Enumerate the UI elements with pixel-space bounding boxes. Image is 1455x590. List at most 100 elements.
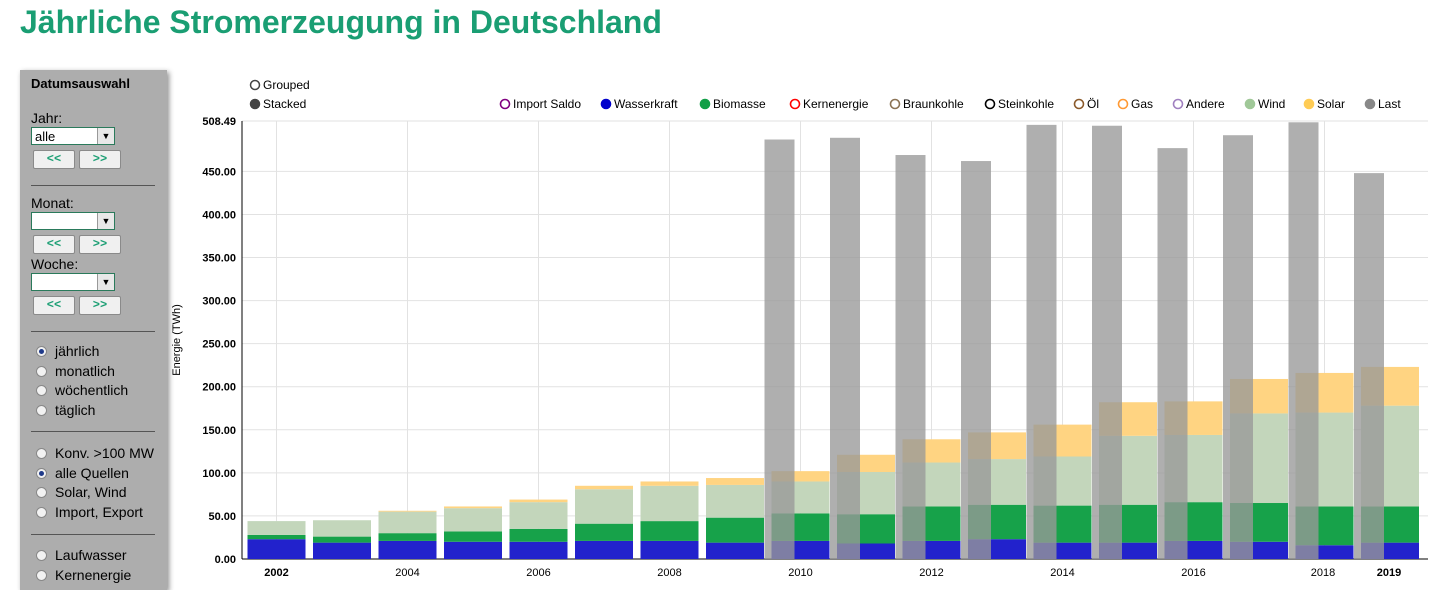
bar-segment-wind[interactable] xyxy=(706,484,764,518)
load-bar[interactable] xyxy=(961,161,991,559)
legend-marker-icon[interactable] xyxy=(889,98,901,110)
bar-segment-biomasse[interactable] xyxy=(575,523,633,541)
bar-segment-wind[interactable] xyxy=(378,511,437,534)
legend-marker-icon[interactable] xyxy=(1244,98,1256,110)
legend-marker-icon[interactable] xyxy=(1117,98,1129,110)
bar-segment-solar[interactable] xyxy=(771,471,830,482)
legend-marker-icon[interactable] xyxy=(1172,98,1184,110)
bar-segment-wind[interactable] xyxy=(247,521,306,535)
radio-yearly[interactable]: jährlich xyxy=(36,342,99,360)
legend-marker-icon[interactable] xyxy=(789,98,801,110)
year-select[interactable]: alle ▼ xyxy=(31,127,115,145)
radio-nuclear[interactable]: Kernenergie xyxy=(36,566,131,584)
week-prev-button[interactable]: << xyxy=(33,296,75,315)
mode-option-stacked[interactable]: Stacked xyxy=(263,97,306,111)
bar-segment-wasserkraft[interactable] xyxy=(706,542,764,559)
radio-monthly[interactable]: monatlich xyxy=(36,362,115,380)
load-bar[interactable] xyxy=(1288,122,1319,559)
mode-radio-icon[interactable] xyxy=(249,98,261,110)
month-select[interactable]: ▼ xyxy=(31,212,115,230)
legend-item-last[interactable]: Last xyxy=(1378,97,1401,111)
bar-segment-wasserkraft[interactable] xyxy=(247,539,306,559)
bar-segment-solar[interactable] xyxy=(706,478,764,485)
load-bar[interactable] xyxy=(764,139,795,559)
bar-segment-biomasse[interactable] xyxy=(313,536,371,543)
bar-segment-wasserkraft[interactable] xyxy=(378,540,437,559)
load-bar[interactable] xyxy=(1026,124,1057,560)
radio-run-of-river[interactable]: Laufwasser xyxy=(36,546,127,564)
bar-segment-solar[interactable] xyxy=(575,485,633,490)
radio-conventional[interactable]: Konv. >100 MW xyxy=(36,444,154,462)
radio-import-export[interactable]: Import, Export xyxy=(36,503,143,521)
dropdown-arrow-icon[interactable]: ▼ xyxy=(97,128,114,144)
month-prev-button[interactable]: << xyxy=(33,235,75,254)
bar-segment-biomasse[interactable] xyxy=(706,517,764,543)
legend-marker-icon[interactable] xyxy=(984,98,996,110)
legend-item-braunkohle[interactable]: Braunkohle xyxy=(903,97,964,111)
legend-item-steinkohle[interactable]: Steinkohle xyxy=(998,97,1054,111)
bar-segment-solar[interactable] xyxy=(378,510,437,512)
month-next-button[interactable]: >> xyxy=(79,235,121,254)
bar-segment-solar[interactable] xyxy=(509,499,568,503)
bar-segment-biomasse[interactable] xyxy=(378,533,437,541)
bar-segment-wasserkraft[interactable] xyxy=(444,541,502,559)
bar-segment-solar[interactable] xyxy=(444,506,502,509)
radio-all-sources[interactable]: alle Quellen xyxy=(36,464,129,482)
mode-option-grouped[interactable]: Grouped xyxy=(263,78,310,92)
legend-marker-icon[interactable] xyxy=(699,98,711,110)
load-bar[interactable] xyxy=(895,155,926,559)
legend-item-l[interactable]: Öl xyxy=(1087,97,1099,111)
year-prev-button[interactable]: << xyxy=(33,150,75,169)
radio-weekly[interactable]: wöchentlich xyxy=(36,381,128,399)
radio-button-icon[interactable] xyxy=(36,346,47,357)
bar-segment-biomasse[interactable] xyxy=(509,528,568,542)
bar-segment-wind[interactable] xyxy=(509,502,568,529)
legend-item-wind[interactable]: Wind xyxy=(1258,97,1285,111)
bar-segment-wind[interactable] xyxy=(313,520,371,537)
bar-segment-biomasse[interactable] xyxy=(247,534,306,540)
bar-segment-wasserkraft[interactable] xyxy=(575,540,633,559)
legend-item-kernenergie[interactable]: Kernenergie xyxy=(803,97,869,111)
year-next-button[interactable]: >> xyxy=(79,150,121,169)
bar-segment-wasserkraft[interactable] xyxy=(509,541,568,559)
bar-segment-solar[interactable] xyxy=(640,481,699,486)
week-select[interactable]: ▼ xyxy=(31,273,115,291)
legend-marker-icon[interactable] xyxy=(1073,98,1085,110)
radio-button-icon[interactable] xyxy=(36,405,47,416)
radio-button-icon[interactable] xyxy=(36,507,47,518)
bar-segment-biomasse[interactable] xyxy=(640,521,699,541)
radio-solar-wind[interactable]: Solar, Wind xyxy=(36,483,127,501)
load-bar[interactable] xyxy=(1223,135,1253,560)
legend-item-andere[interactable]: Andere xyxy=(1186,97,1225,111)
radio-button-icon[interactable] xyxy=(36,468,47,479)
legend-marker-icon[interactable] xyxy=(499,98,511,110)
legend-item-gas[interactable]: Gas xyxy=(1131,97,1153,111)
radio-daily[interactable]: täglich xyxy=(36,401,95,419)
bar-segment-wind[interactable] xyxy=(640,485,699,522)
bar-segment-wasserkraft[interactable] xyxy=(640,540,699,559)
radio-button-icon[interactable] xyxy=(36,487,47,498)
radio-button-icon[interactable] xyxy=(36,448,47,459)
bar-segment-wasserkraft[interactable] xyxy=(313,542,371,559)
week-next-button[interactable]: >> xyxy=(79,296,121,315)
bar-segment-wind[interactable] xyxy=(575,489,633,524)
legend-marker-icon[interactable] xyxy=(1303,98,1315,110)
dropdown-arrow-icon[interactable]: ▼ xyxy=(97,213,114,229)
legend-item-importsaldo[interactable]: Import Saldo xyxy=(513,97,581,111)
radio-button-icon[interactable] xyxy=(36,570,47,581)
dropdown-arrow-icon[interactable]: ▼ xyxy=(97,274,114,290)
load-bar[interactable] xyxy=(1157,148,1188,559)
legend-marker-icon[interactable] xyxy=(1364,98,1376,110)
load-bar[interactable] xyxy=(1354,173,1384,560)
legend-item-wasserkraft[interactable]: Wasserkraft xyxy=(614,97,678,111)
load-bar[interactable] xyxy=(1092,125,1122,559)
legend-item-biomasse[interactable]: Biomasse xyxy=(713,97,766,111)
bar-segment-biomasse[interactable] xyxy=(444,531,502,542)
bar-segment-wind[interactable] xyxy=(444,508,502,532)
load-bar[interactable] xyxy=(830,137,860,559)
radio-button-icon[interactable] xyxy=(36,385,47,396)
radio-button-icon[interactable] xyxy=(36,366,47,377)
legend-marker-icon[interactable] xyxy=(600,98,612,110)
mode-radio-icon[interactable] xyxy=(249,79,261,91)
legend-item-solar[interactable]: Solar xyxy=(1317,97,1345,111)
